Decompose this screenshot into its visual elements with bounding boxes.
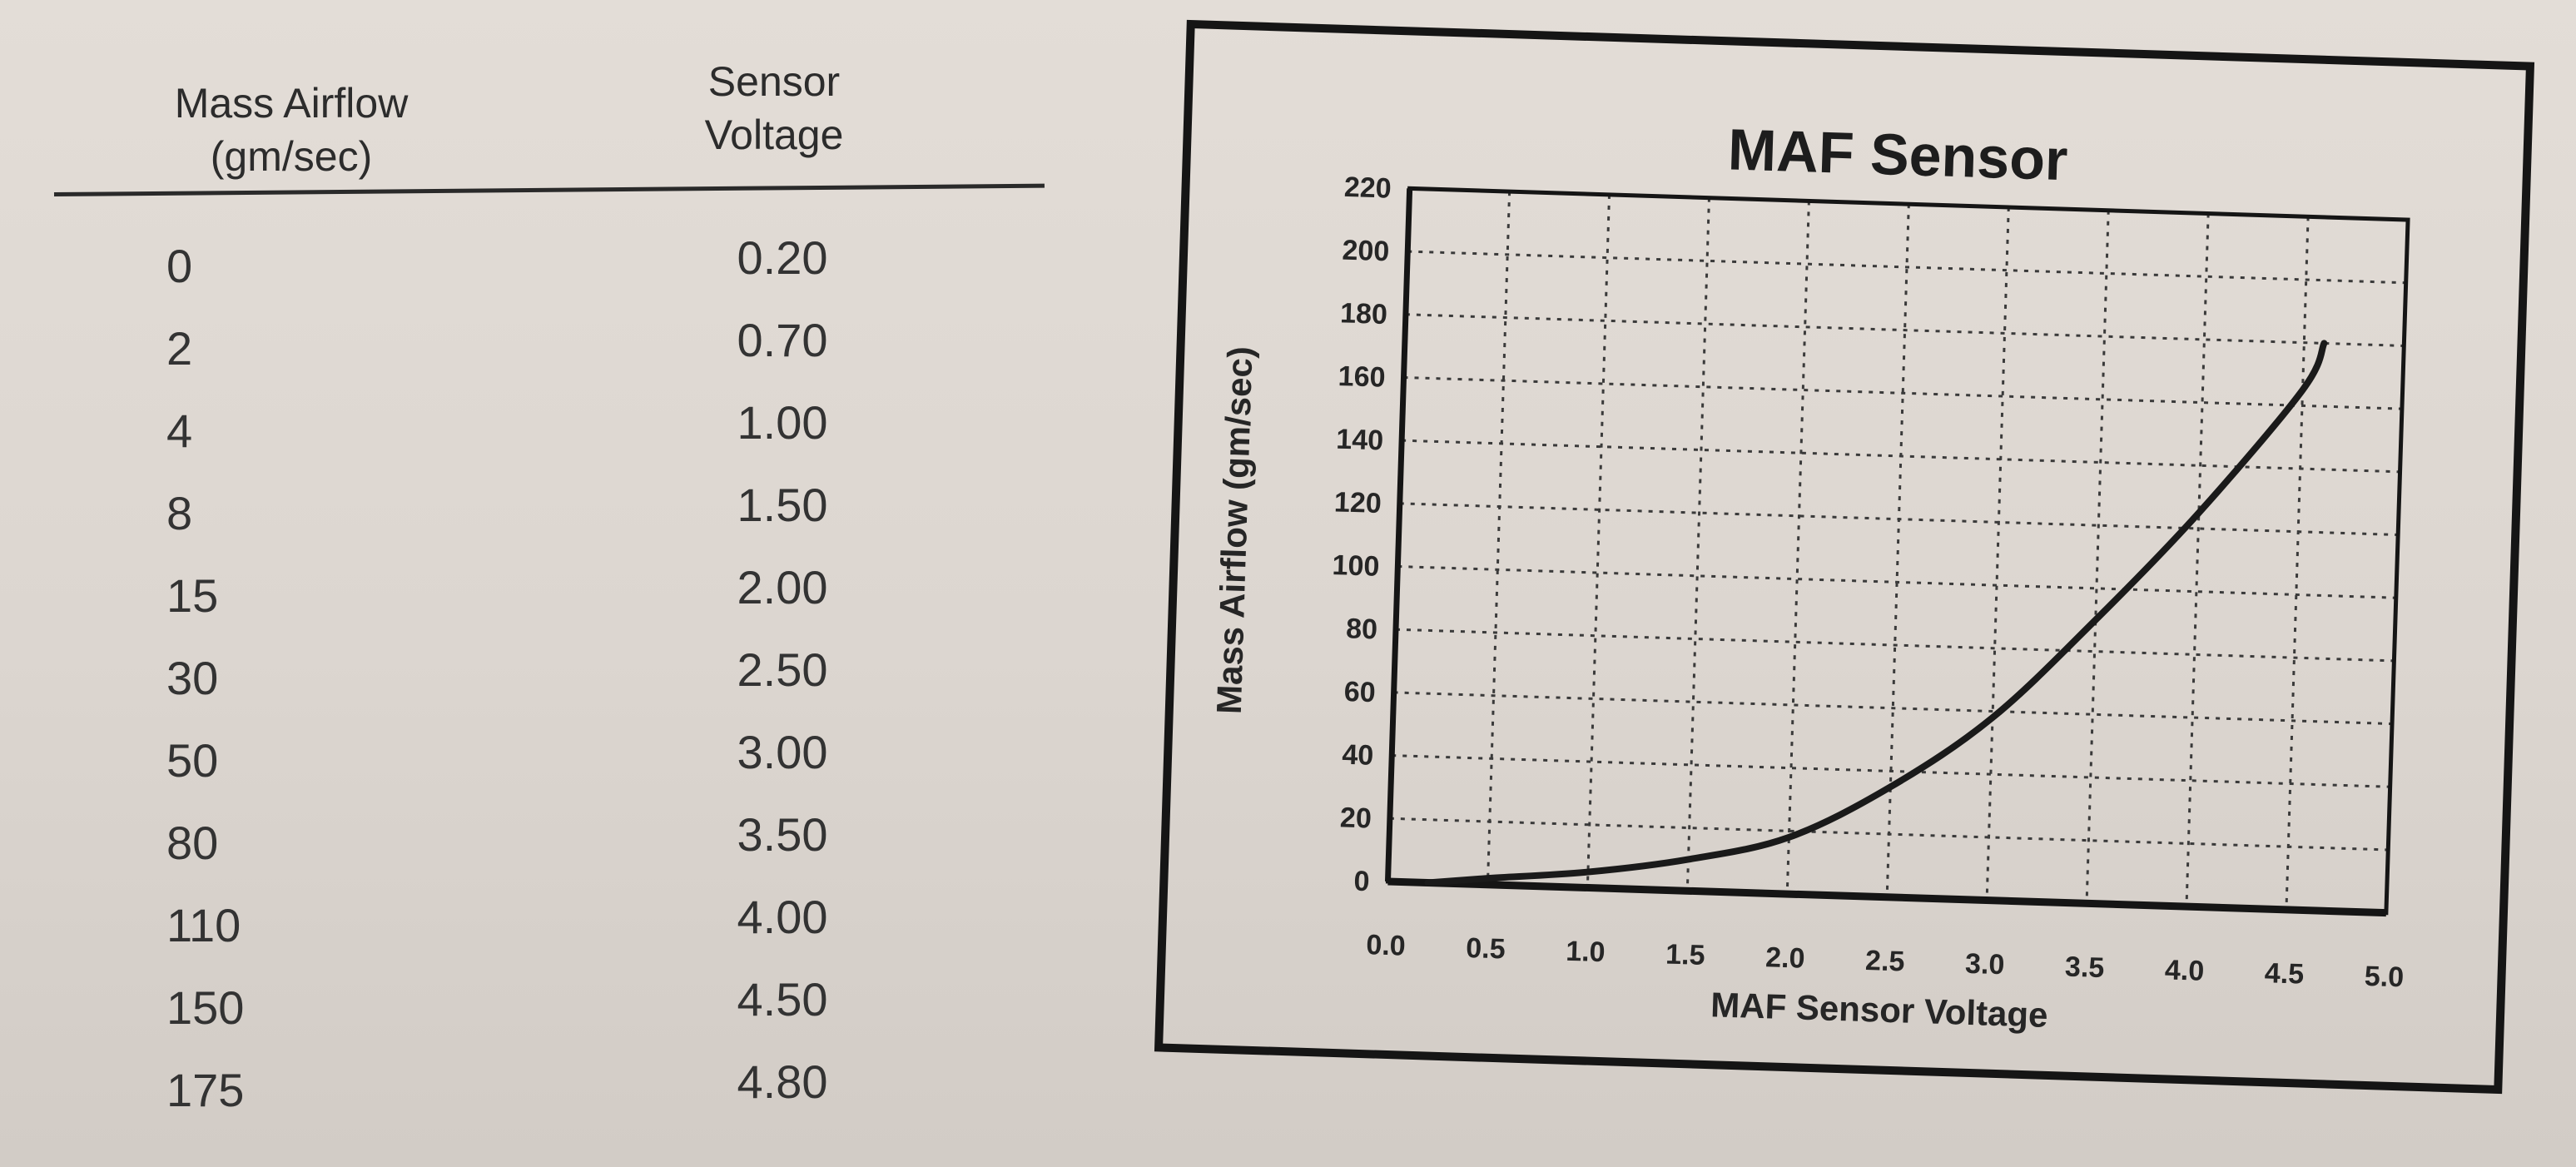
maf-sensor-chart: MAF Sensor 0.0 0.5 1.0 1.5 2.0 2.5 3.0 3.5 4.0 4.… bbox=[1154, 19, 2535, 1095]
y-axis-line bbox=[1384, 188, 1413, 882]
grid-line-horizontal bbox=[1395, 628, 2395, 663]
y-tick-label: 40 bbox=[1342, 739, 1374, 772]
x-tick-label: 3.5 bbox=[2064, 951, 2104, 984]
maf-data-table: Mass Airflow (gm/sec) Sensor Voltage 0 0.… bbox=[0, 0, 1082, 1167]
x-tick-label: 2.0 bbox=[1765, 941, 1805, 974]
column-header-line: Sensor bbox=[707, 58, 841, 105]
grid-line-horizontal bbox=[1392, 754, 2390, 788]
x-tick-label: 0.0 bbox=[1366, 929, 1406, 961]
y-tick-label: 60 bbox=[1343, 676, 1376, 708]
table-cell-airflow: 80 bbox=[166, 817, 219, 869]
table-cell-airflow: 2 bbox=[166, 322, 193, 375]
x-tick-label: 1.5 bbox=[1665, 938, 1705, 971]
x-axis-line bbox=[1387, 877, 2387, 917]
table-cell-voltage: 4.80 bbox=[737, 1055, 828, 1108]
table-cell-voltage: 0.70 bbox=[737, 314, 828, 366]
grid-line-vertical bbox=[1785, 201, 1810, 895]
grid-line-vertical bbox=[1985, 206, 2010, 901]
grid-line-vertical bbox=[1885, 204, 1910, 897]
grid-line-vertical bbox=[1486, 191, 1511, 885]
y-tick-label: 120 bbox=[1333, 486, 1382, 519]
y-tick-label: 160 bbox=[1338, 360, 1386, 394]
y-tick-label: 20 bbox=[1339, 802, 1372, 834]
chart-outer-frame bbox=[1154, 19, 2535, 1095]
y-tick-label: 140 bbox=[1336, 424, 1384, 457]
x-axis-label: MAF Sensor Voltage bbox=[1710, 985, 2049, 1035]
y-axis-label: Mass Airflow (gm/sec) bbox=[1209, 345, 1260, 714]
chart-tick-labels: 0.0 0.5 1.0 1.5 2.0 2.5 3.0 3.5 4.0 4.5 5.0 0 20 40 60… bbox=[1332, 171, 2405, 993]
chart-grid bbox=[1389, 191, 2406, 910]
y-tick-label: 220 bbox=[1343, 171, 1392, 205]
y-tick-label: 0 bbox=[1353, 866, 1370, 898]
column-header-line: Voltage bbox=[704, 112, 844, 158]
grid-line-horizontal bbox=[1407, 250, 2406, 285]
grid-line-vertical bbox=[1685, 197, 1710, 891]
table-cell-voltage: 3.50 bbox=[737, 808, 828, 861]
table-cell-voltage: 1.50 bbox=[737, 479, 828, 531]
x-tick-label: 4.0 bbox=[2164, 954, 2204, 986]
chart-axes bbox=[1384, 186, 2410, 917]
table-cell-voltage: 3.00 bbox=[737, 726, 828, 778]
x-tick-label: 4.5 bbox=[2264, 957, 2304, 990]
grid-line-horizontal bbox=[1389, 817, 2389, 852]
table-cell-voltage: 1.00 bbox=[737, 396, 828, 449]
table-cell-airflow: 0 bbox=[166, 240, 193, 292]
grid-line-horizontal bbox=[1393, 691, 2393, 726]
table-cell-airflow: 8 bbox=[166, 487, 193, 539]
table-cell-airflow: 110 bbox=[166, 899, 241, 951]
table-cell-airflow: 30 bbox=[166, 652, 219, 704]
table-cell-airflow: 150 bbox=[166, 981, 245, 1034]
x-tick-label: 5.0 bbox=[2364, 961, 2404, 993]
grid-line-vertical bbox=[1586, 194, 1611, 888]
table-cell-voltage: 4.50 bbox=[737, 973, 828, 1025]
x-tick-label: 0.5 bbox=[1466, 932, 1506, 965]
table-cell-voltage: 4.00 bbox=[737, 891, 828, 943]
table-cell-voltage: 2.50 bbox=[737, 643, 828, 696]
table-cell-voltage: 0.20 bbox=[737, 231, 828, 284]
column-header-line: (gm/sec) bbox=[210, 133, 373, 180]
grid-line-horizontal bbox=[1403, 375, 2402, 410]
column-header-line: Mass Airflow bbox=[174, 80, 409, 127]
y-tick-label: 100 bbox=[1332, 549, 1380, 583]
y-tick-label: 200 bbox=[1342, 235, 1390, 268]
column-header-mass-airflow: Mass Airflow (gm/sec) bbox=[108, 77, 474, 183]
table-cell-voltage: 2.00 bbox=[737, 561, 828, 613]
table-cell-airflow: 175 bbox=[166, 1064, 245, 1116]
y-tick-label: 80 bbox=[1346, 613, 1378, 645]
grid-line-horizontal bbox=[1397, 565, 2396, 599]
table-header-rule bbox=[53, 183, 1045, 196]
grid-line-vertical bbox=[2185, 213, 2210, 907]
table-cell-airflow: 15 bbox=[166, 569, 219, 622]
series-line-maf-curve bbox=[1424, 340, 2328, 886]
x-tick-label: 1.0 bbox=[1566, 936, 1606, 968]
chart-panel: MAF Sensor 0.0 0.5 1.0 1.5 2.0 2.5 3.0 3.5 4.0 4.… bbox=[1154, 19, 2535, 1095]
y-tick-label: 180 bbox=[1340, 297, 1388, 330]
x-tick-label: 2.5 bbox=[1865, 945, 1905, 977]
grid-line-vertical bbox=[2285, 216, 2310, 910]
grid-line-horizontal bbox=[1405, 313, 2405, 347]
column-header-sensor-voltage: Sensor Voltage bbox=[641, 55, 907, 161]
table-cell-airflow: 50 bbox=[166, 734, 219, 787]
table-cell-airflow: 4 bbox=[166, 405, 193, 457]
grid-line-vertical bbox=[2085, 210, 2110, 904]
x-tick-label: 3.0 bbox=[1964, 948, 2004, 981]
chart-title: MAF Sensor bbox=[1727, 117, 2069, 192]
